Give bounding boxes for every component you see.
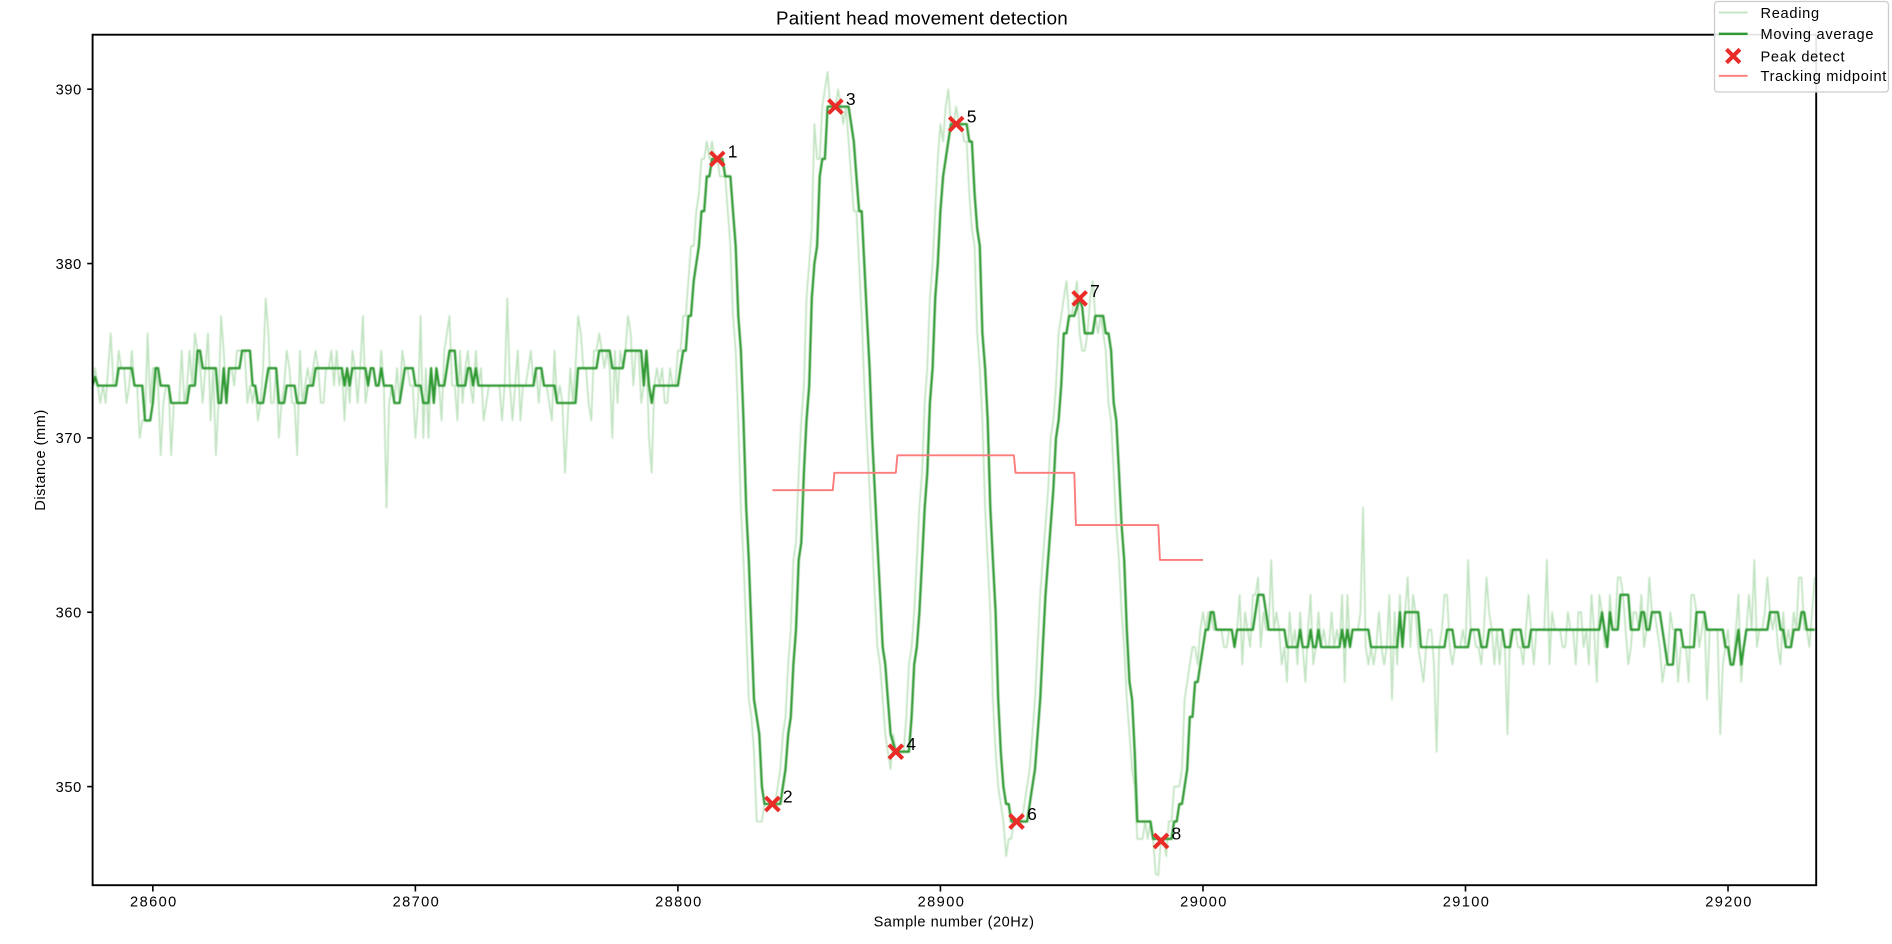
svg-text:29100: 29100 — [1443, 895, 1491, 911]
svg-text:4: 4 — [906, 734, 916, 754]
svg-text:Distance (mm): Distance (mm) — [33, 409, 49, 510]
svg-text:370: 370 — [56, 431, 82, 447]
svg-text:28600: 28600 — [130, 895, 178, 911]
svg-text:Moving average: Moving average — [1761, 27, 1875, 43]
svg-text:28700: 28700 — [393, 895, 441, 911]
svg-text:6: 6 — [1027, 804, 1037, 824]
svg-text:5: 5 — [967, 107, 977, 127]
svg-text:Sample number (20Hz): Sample number (20Hz) — [874, 915, 1035, 931]
svg-text:7: 7 — [1090, 281, 1100, 301]
svg-text:8: 8 — [1172, 824, 1182, 844]
svg-text:Tracking midpoint: Tracking midpoint — [1761, 69, 1888, 85]
svg-text:350: 350 — [56, 780, 82, 796]
svg-text:29200: 29200 — [1705, 895, 1753, 911]
svg-text:Paitient head movement detecti: Paitient head movement detection — [776, 8, 1068, 29]
svg-text:1: 1 — [728, 141, 738, 161]
svg-text:Reading: Reading — [1761, 6, 1820, 22]
svg-text:28800: 28800 — [655, 895, 703, 911]
svg-text:390: 390 — [56, 83, 82, 99]
svg-text:360: 360 — [56, 606, 82, 622]
svg-text:28900: 28900 — [918, 895, 966, 911]
svg-text:29000: 29000 — [1180, 895, 1228, 911]
svg-text:380: 380 — [56, 257, 82, 273]
svg-text:Peak detect: Peak detect — [1761, 49, 1846, 65]
svg-text:3: 3 — [846, 89, 856, 109]
svg-text:2: 2 — [783, 787, 793, 807]
